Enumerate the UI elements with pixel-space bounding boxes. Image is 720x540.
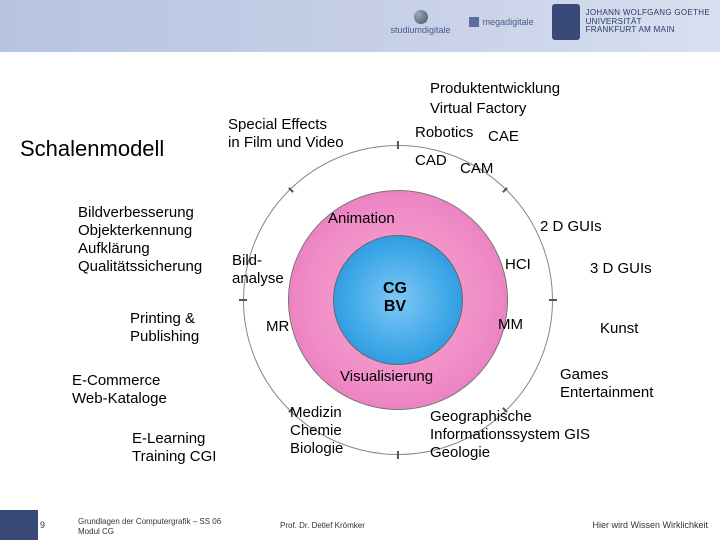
label-robotics: Robotics: [415, 124, 473, 142]
label-medchembio: MedizinChemieBiologie: [290, 404, 343, 458]
tick: [397, 451, 399, 459]
uni-line3: FRANKFURT AM MAIN: [586, 26, 710, 35]
label-virtual-factory: Virtual Factory: [430, 100, 526, 118]
page-title: Schalenmodell: [20, 136, 164, 162]
label-left-block: BildverbesserungObjekterkennungAufklärun…: [78, 204, 202, 276]
globe-icon: [414, 10, 428, 24]
logo-studiumdigitale: studiumdigitale: [391, 10, 451, 35]
label-visualisierung: Visualisierung: [340, 368, 433, 386]
label-elearning: E-LearningTraining CGI: [132, 430, 216, 466]
uni-text: JOHANN WOLFGANG GOETHE UNIVERSITÄT FRANK…: [586, 9, 710, 35]
logo-studium-text: studiumdigitale: [391, 25, 451, 35]
footer-motto: Hier wird Wissen Wirklichkeit: [592, 520, 708, 530]
footer-author: Prof. Dr. Detlef Krömker: [280, 521, 365, 530]
header-logos: studiumdigitale megadigitale JOHANN WOLF…: [391, 4, 710, 40]
label-hci: HCI: [505, 256, 531, 274]
label-2d-guis: 2 D GUIs: [540, 218, 602, 236]
square-icon: [469, 17, 479, 27]
label-animation: Animation: [328, 210, 395, 228]
label-mr: MR: [266, 318, 289, 336]
crest-icon: [552, 4, 580, 40]
label-3d-guis: 3 D GUIs: [590, 260, 652, 278]
footer-accent: [0, 510, 38, 540]
tick: [549, 299, 557, 301]
label-cad: CAD: [415, 152, 447, 170]
label-games: GamesEntertainment: [560, 366, 653, 402]
header-bar: studiumdigitale megadigitale JOHANN WOLF…: [0, 0, 720, 52]
tick: [239, 299, 247, 301]
logo-megadigitale: megadigitale: [469, 17, 534, 27]
center-label: CGBV: [383, 280, 407, 317]
footer: 9 Grundlagen der Computergrafik – SS 06 …: [0, 510, 720, 540]
label-produktentwicklung: Produktentwicklung: [430, 80, 560, 98]
label-cam: CAM: [460, 160, 493, 178]
label-ecommerce: E-CommerceWeb-Kataloge: [72, 372, 167, 408]
label-cae: CAE: [488, 128, 519, 146]
footer-course: Grundlagen der Computergrafik – SS 06: [78, 517, 221, 526]
logo-university: JOHANN WOLFGANG GOETHE UNIVERSITÄT FRANK…: [552, 4, 710, 40]
logo-mega-text: megadigitale: [483, 17, 534, 27]
footer-module: Modul CG: [78, 527, 114, 536]
slide: studiumdigitale megadigitale JOHANN WOLF…: [0, 0, 720, 540]
label-bildanalyse: Bild-analyse: [232, 252, 284, 288]
tick: [397, 141, 399, 149]
label-printing: Printing &Publishing: [130, 310, 199, 346]
slide-number: 9: [40, 520, 45, 530]
label-kunst: Kunst: [600, 320, 638, 338]
label-mm: MM: [498, 316, 523, 334]
label-geo: GeographischeInformationssystem GISGeolo…: [430, 408, 590, 462]
label-sfx: Special Effectsin Film und Video: [228, 116, 344, 152]
